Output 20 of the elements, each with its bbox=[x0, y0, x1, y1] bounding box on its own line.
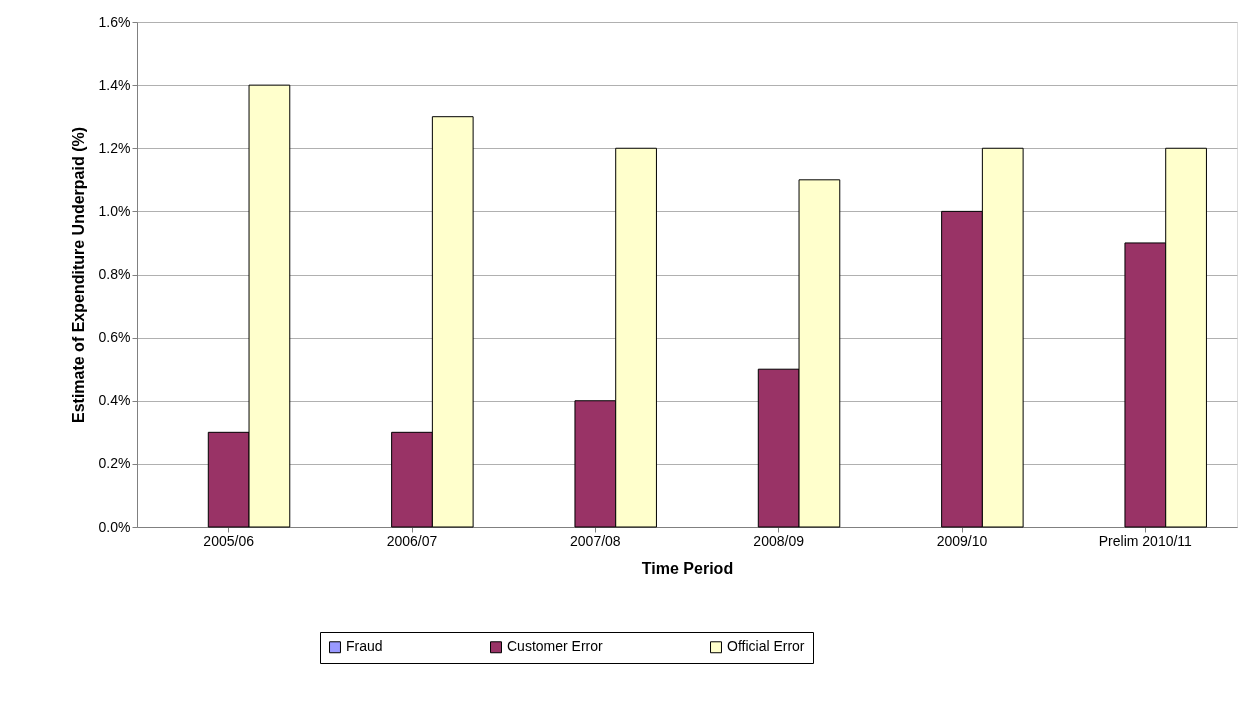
legend-label: Customer Error bbox=[507, 638, 604, 655]
y-tick-label: 1.6% bbox=[98, 13, 131, 30]
y-tick-label: 0.6% bbox=[98, 329, 131, 346]
legend-label: Fraud bbox=[346, 638, 383, 655]
x-tick-label: 2006/07 bbox=[386, 532, 438, 549]
y-tick-label: 1.0% bbox=[98, 202, 131, 219]
x-tick-label: 2009/10 bbox=[936, 532, 988, 549]
y-tick-label: 1.2% bbox=[98, 139, 131, 156]
y-axis-title: Estimate of Expenditure Underpaid (%) bbox=[69, 126, 87, 424]
x-axis-title: Time Period bbox=[641, 559, 734, 577]
x-tick-label: 2008/09 bbox=[753, 532, 805, 549]
legend-label: Official Error bbox=[727, 638, 805, 655]
y-tick-label: 0.8% bbox=[98, 266, 131, 282]
y-tick-label: 1.4% bbox=[98, 76, 131, 93]
x-tick-label: 2007/08 bbox=[570, 532, 621, 549]
y-tick-label: 0.2% bbox=[98, 455, 131, 472]
y-tick-label: 0.4% bbox=[98, 392, 131, 409]
x-tick-label: 2005/06 bbox=[203, 532, 255, 549]
y-tick-label: 0.0% bbox=[98, 518, 131, 535]
x-tick-label: Prelim 2010/11 bbox=[1098, 532, 1193, 549]
